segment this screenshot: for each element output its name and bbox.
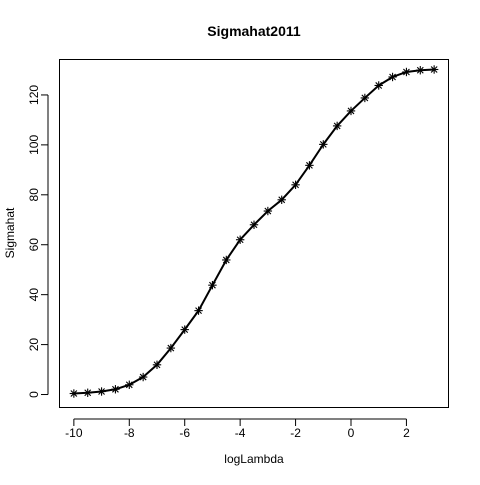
y-tick-label: 60 [27,238,41,252]
x-axis: -10 -8 -6 -4 -2 0 2 [65,419,410,440]
data-point [361,94,369,102]
data-point [347,107,355,115]
data-point [153,361,161,369]
series-line [74,69,434,393]
data-point [139,373,147,381]
data-point [333,122,341,130]
data-point [430,65,438,73]
data-point [97,387,105,395]
data-point [250,221,258,229]
data-point [416,66,424,74]
data-point [167,344,175,352]
x-tick-label: -6 [179,426,190,440]
y-tick-label: 20 [27,338,41,352]
data-point [222,256,230,264]
y-axis: 0 20 40 60 80 100 120 [27,85,48,398]
data-point [70,389,78,397]
data-point [388,73,396,81]
data-point [194,306,202,314]
y-tick-label: 0 [27,391,41,398]
x-tick-label: -2 [290,426,301,440]
x-tick-label: 0 [348,426,355,440]
plot-frame [60,60,449,408]
data-point [208,281,216,289]
data-point [278,196,286,204]
y-tick-label: 100 [27,135,41,155]
data-point [375,81,383,89]
data-point [305,161,313,169]
data-point [111,385,119,393]
y-axis-label: Sigmahat [3,207,17,258]
x-tick-label: -10 [65,426,83,440]
data-point [125,381,133,389]
data-point [84,389,92,397]
data-point [264,207,272,215]
chart-title: Sigmahat2011 [207,23,301,39]
data-point [181,325,189,333]
data-point [236,236,244,244]
y-tick-label: 120 [27,85,41,105]
data-point [402,68,410,76]
data-point [291,181,299,189]
series-layer [70,65,439,397]
x-axis-label: logLambda [224,452,284,466]
y-tick-label: 80 [27,188,41,202]
x-tick-label: -8 [124,426,135,440]
data-point [319,140,327,148]
x-tick-label: -4 [235,426,246,440]
y-tick-label: 40 [27,288,41,302]
x-tick-label: 2 [403,426,410,440]
